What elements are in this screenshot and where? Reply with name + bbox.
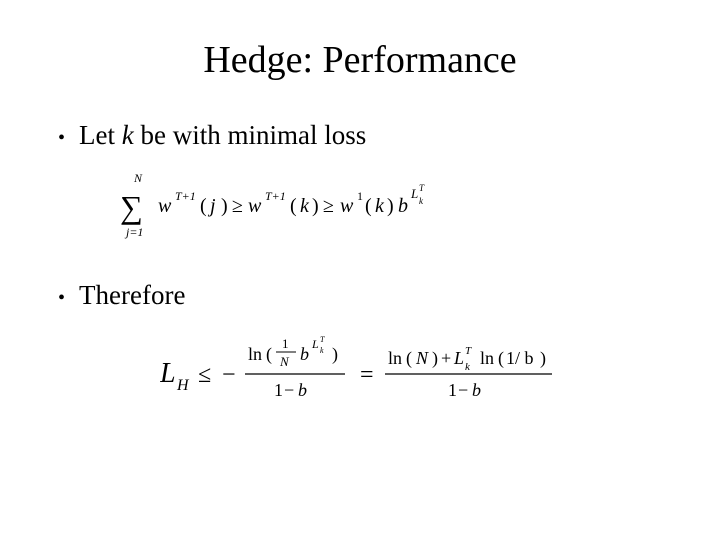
page-title: Hedge: Performance xyxy=(50,38,670,82)
w2: w xyxy=(248,195,262,217)
bullet-dot-2: • xyxy=(58,285,65,312)
ln1-paren-open: ( xyxy=(266,344,272,365)
bullet-1-suffix: be with minimal loss xyxy=(134,120,367,150)
frac-N: N xyxy=(279,354,290,369)
equation-2: L H ≤ − ln ( 1 N b L T k ) xyxy=(160,330,670,420)
b-base: b xyxy=(398,195,408,217)
denom1-1: 1 xyxy=(274,380,283,400)
paren-close-1: ) xyxy=(221,195,228,217)
b-exp-L-sup: T xyxy=(419,183,425,193)
b-exp-L: L xyxy=(410,186,418,201)
b2-exp-L-sup: T xyxy=(320,335,325,344)
sum-upper: N xyxy=(133,171,143,185)
geq-2: ≥ xyxy=(323,195,334,217)
frac-1: 1 xyxy=(282,336,289,351)
bullet-1-prefix: Let xyxy=(79,120,122,150)
ln3-paren-close: ) xyxy=(540,348,546,369)
equals: = xyxy=(360,362,374,388)
b-exp-L-sub: k xyxy=(419,196,424,206)
w3-sup: 1 xyxy=(357,189,363,203)
ln2-N: N xyxy=(415,348,429,368)
denom2-minus: − xyxy=(458,380,468,400)
b2-exp-L-sub: k xyxy=(320,346,324,355)
equation-1: N ∑ j=1 w T+1 ( j ) ≥ w T+1 ( k ) ≥ xyxy=(120,170,670,242)
paren-open-2: ( xyxy=(290,195,297,217)
paren-open-3: ( xyxy=(365,195,372,217)
bullet-2: • Therefore xyxy=(58,280,670,312)
arg-j: j xyxy=(207,195,216,217)
slide: Hedge: Performance • Let k be with minim… xyxy=(0,0,720,470)
w1: w xyxy=(158,195,172,217)
LkT2: L xyxy=(453,348,464,368)
ln1-paren-close: ) xyxy=(332,344,338,365)
plus: + xyxy=(441,348,451,368)
oneoverb: 1/ b xyxy=(506,348,534,368)
bullet-1: • Let k be with minimal loss xyxy=(58,120,670,152)
w3: w xyxy=(340,195,354,217)
bullet-1-text: Let k be with minimal loss xyxy=(79,120,366,151)
w2-sup: T+1 xyxy=(265,189,286,203)
ln3-paren-open: ( xyxy=(498,348,504,369)
ln1: ln xyxy=(248,344,262,364)
LkT2-sup: T xyxy=(465,345,472,357)
geq-1: ≥ xyxy=(232,195,243,217)
arg-k2: k xyxy=(375,195,385,217)
ln3: ln xyxy=(480,348,494,368)
w1-sup: T+1 xyxy=(175,189,196,203)
sum-lower: j=1 xyxy=(124,225,143,239)
LH-sub: H xyxy=(176,377,190,394)
bullet-2-text: Therefore xyxy=(79,280,185,311)
paren-close-3: ) xyxy=(387,195,394,217)
leq: ≤ xyxy=(198,362,211,388)
b2: b xyxy=(300,344,309,364)
b2-exp-L: L xyxy=(311,337,319,351)
minus-sign: − xyxy=(222,362,236,388)
LkT2-sub: k xyxy=(465,361,471,373)
equation-1-svg: N ∑ j=1 w T+1 ( j ) ≥ w T+1 ( k ) ≥ xyxy=(120,170,500,242)
LH-L: L xyxy=(160,358,176,389)
bullet-dot: • xyxy=(58,125,65,152)
arg-k1: k xyxy=(300,195,310,217)
denom2-b: b xyxy=(472,380,481,400)
bullet-1-var: k xyxy=(122,120,134,150)
denom2-1: 1 xyxy=(448,380,457,400)
equation-2-svg: L H ≤ − ln ( 1 N b L T k ) xyxy=(160,330,620,420)
denom1-b: b xyxy=(298,380,307,400)
sigma-symbol: ∑ xyxy=(120,189,143,225)
paren-open-1: ( xyxy=(200,195,207,217)
denom1-minus: − xyxy=(284,380,294,400)
ln2-paren-open: ( xyxy=(406,348,412,369)
ln2-paren-close: ) xyxy=(432,348,438,369)
ln2: ln xyxy=(388,348,402,368)
paren-close-2: ) xyxy=(312,195,319,217)
